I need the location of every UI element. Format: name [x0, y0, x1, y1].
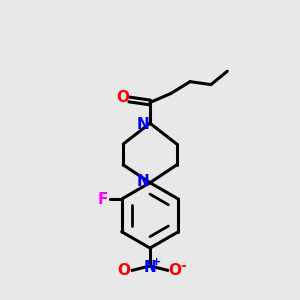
Text: N: N	[144, 260, 156, 275]
Text: O: O	[168, 263, 181, 278]
Text: +: +	[152, 257, 161, 267]
Text: O: O	[117, 91, 130, 106]
Text: -: -	[181, 259, 187, 273]
Text: F: F	[97, 191, 108, 206]
Text: O: O	[118, 263, 130, 278]
Text: N: N	[136, 174, 149, 189]
Text: N: N	[136, 117, 149, 132]
